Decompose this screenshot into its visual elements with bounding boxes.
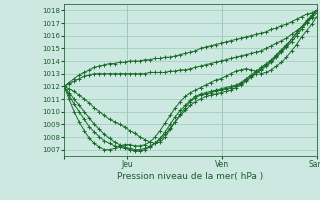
X-axis label: Pression niveau de la mer( hPa ): Pression niveau de la mer( hPa ) [117,172,264,181]
